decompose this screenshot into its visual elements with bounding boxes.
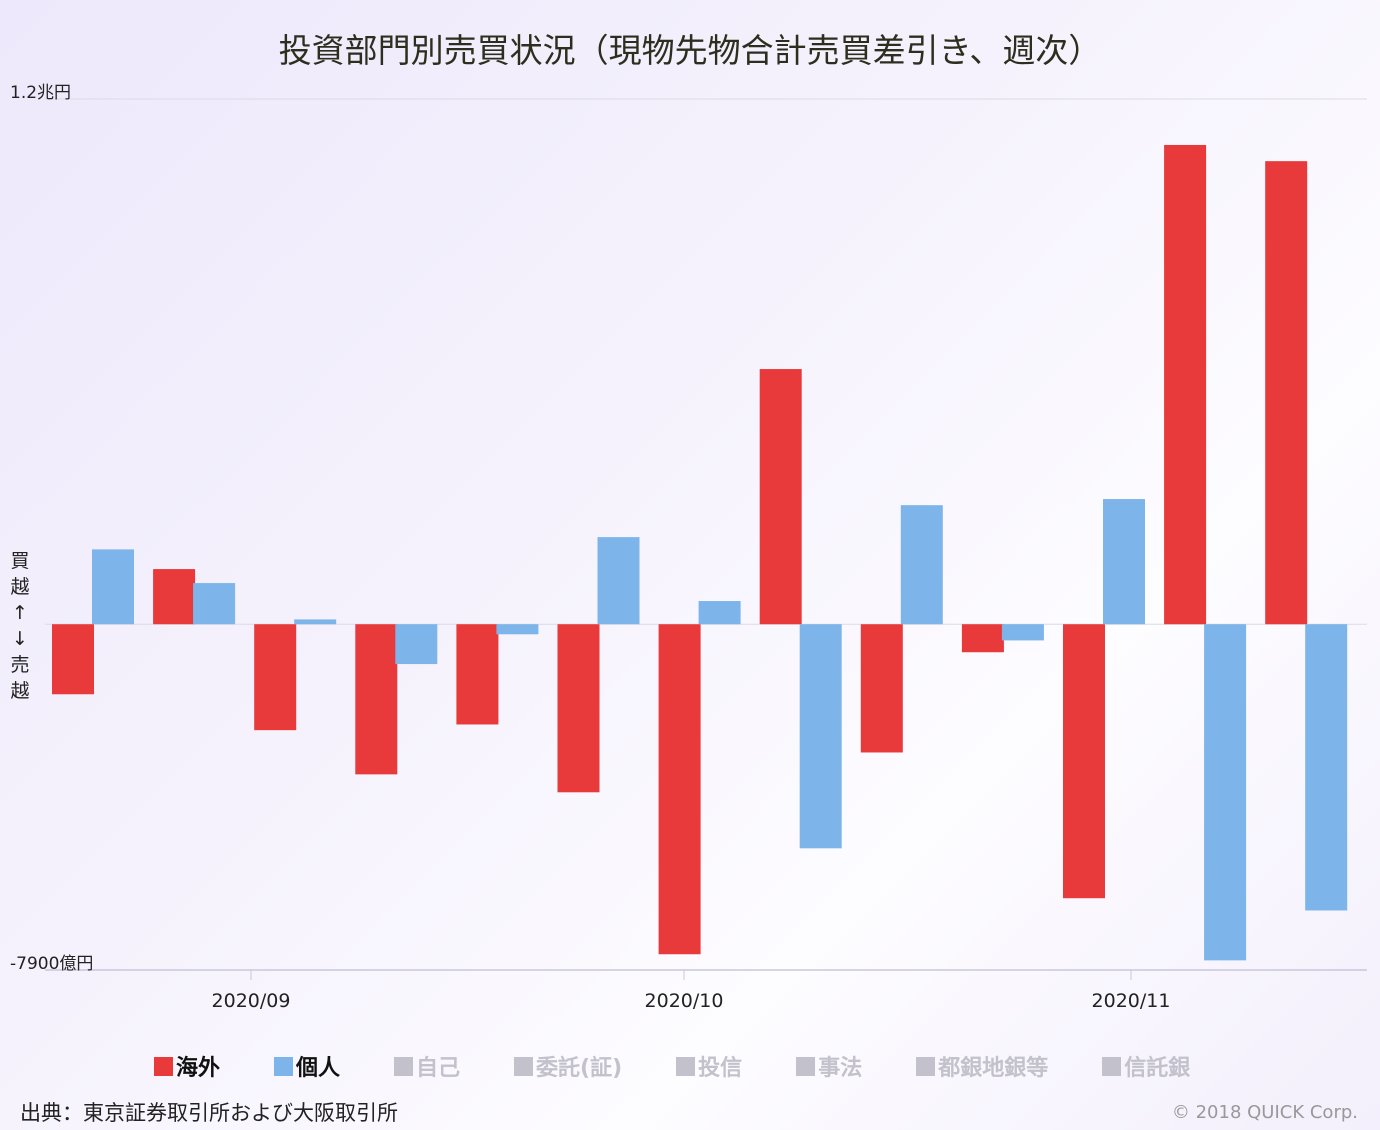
bar-individual bbox=[799, 624, 842, 849]
legend-swatch bbox=[154, 1056, 173, 1076]
legend-label: 海外 bbox=[176, 1056, 221, 1081]
legend-label: 都銀地銀等 bbox=[938, 1056, 1049, 1081]
legend-item[interactable]: 投信 bbox=[676, 1050, 742, 1082]
bar-chart: 1.2兆円 -7900億円 2020/09 2020/10 2020/11 bbox=[10, 83, 1367, 1012]
x-tick-label: 2020/10 bbox=[645, 990, 724, 1012]
bar-overseas bbox=[456, 624, 499, 725]
bar-overseas bbox=[1063, 624, 1105, 899]
x-tick-label: 2020/09 bbox=[212, 990, 291, 1012]
bar-overseas bbox=[658, 624, 701, 955]
bar-overseas bbox=[557, 624, 600, 793]
legend-item[interactable]: 事法 bbox=[796, 1050, 862, 1082]
copyright: © 2018 QUICK Corp. bbox=[1171, 1102, 1358, 1123]
bar-overseas bbox=[153, 569, 196, 625]
bar-individual bbox=[1103, 499, 1145, 625]
legend-label: 信託銀 bbox=[1124, 1056, 1191, 1081]
bar-overseas bbox=[355, 624, 398, 775]
chart-title: 投資部門別売買状況（現物先物合計売買差引き、週次） bbox=[278, 31, 1102, 70]
legend-item[interactable]: 委託(証) bbox=[514, 1050, 622, 1082]
legend-item[interactable]: 都銀地銀等 bbox=[916, 1050, 1048, 1082]
bar-individual bbox=[698, 601, 741, 625]
legend-swatch bbox=[676, 1056, 696, 1076]
bar-individual bbox=[900, 505, 943, 625]
bar-individual bbox=[92, 549, 134, 625]
source-note: 出典：東京証券取引所および大阪取引所 bbox=[20, 1101, 398, 1125]
y-tick-label-top: 1.2兆円 bbox=[10, 83, 71, 103]
bar-individual bbox=[496, 624, 539, 635]
bar-individual bbox=[597, 537, 640, 625]
y-tick-label-bottom: -7900億円 bbox=[10, 954, 93, 974]
bar-overseas bbox=[52, 624, 94, 695]
bar-overseas bbox=[961, 624, 1004, 653]
bar-overseas bbox=[1164, 144, 1207, 625]
legend-swatch bbox=[394, 1056, 414, 1076]
legend-label: 委託(証) bbox=[536, 1056, 623, 1081]
legend-label: 事法 bbox=[818, 1056, 863, 1081]
legend-swatch bbox=[1102, 1056, 1122, 1076]
bar-individual bbox=[294, 619, 337, 625]
bar-individual bbox=[1305, 624, 1348, 911]
legend-swatch bbox=[916, 1056, 936, 1076]
legend-label: 投信 bbox=[698, 1056, 743, 1081]
y-axis-label: 買越↑↓売越 bbox=[10, 550, 30, 702]
legend-item[interactable]: 信託銀 bbox=[1102, 1050, 1190, 1082]
legend-item[interactable]: 自己 bbox=[394, 1050, 460, 1082]
legend: 海外 個人 自己 委託(証) 投信 事法 都銀地銀等 信託銀 bbox=[154, 1050, 1244, 1082]
legend-item[interactable]: 海外 bbox=[154, 1050, 220, 1082]
legend-swatch bbox=[514, 1056, 534, 1076]
bar-individual bbox=[395, 624, 438, 665]
bar-individual bbox=[1001, 624, 1044, 641]
bar-overseas bbox=[860, 624, 903, 753]
x-tick-label: 2020/11 bbox=[1092, 990, 1171, 1012]
bar-overseas bbox=[254, 624, 297, 731]
legend-item[interactable]: 個人 bbox=[274, 1050, 340, 1082]
bar-individual bbox=[193, 583, 236, 625]
legend-swatch bbox=[796, 1056, 816, 1076]
legend-label: 個人 bbox=[296, 1056, 341, 1081]
bar-overseas bbox=[759, 369, 802, 625]
legend-label: 自己 bbox=[416, 1056, 461, 1081]
bar-overseas bbox=[1265, 161, 1308, 625]
bar-individual bbox=[1204, 624, 1247, 961]
legend-swatch bbox=[274, 1056, 294, 1076]
